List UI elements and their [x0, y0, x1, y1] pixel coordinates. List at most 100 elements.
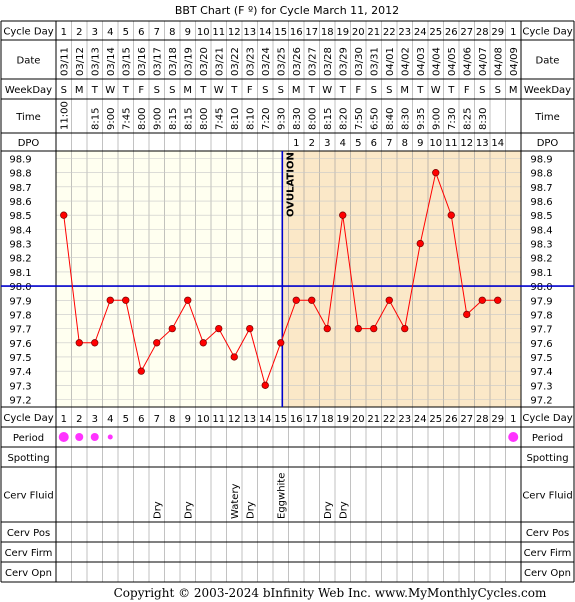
temperature-point — [137, 367, 145, 375]
y-tick-label-left: 97.6 — [9, 339, 31, 350]
date-label: 03/30 — [354, 47, 365, 76]
row-label-weekday: WeekDay — [5, 85, 52, 96]
y-tick-label-right: 97.5 — [530, 353, 552, 364]
cycle-day-label: 19 — [336, 27, 349, 38]
date-label: 03/19 — [183, 47, 194, 76]
cycle-day-label-bottom: 11 — [212, 414, 225, 425]
time-label: 8:00 — [307, 108, 318, 130]
cycle-day-label-bottom: 5 — [123, 414, 129, 425]
date-label: 03/25 — [276, 47, 287, 76]
weekday-label: M — [183, 85, 192, 96]
row-label-cerv-fluid: Cerv Fluid — [3, 491, 53, 502]
weekday-label: M — [400, 85, 409, 96]
cycle-day-label-bottom: 8 — [169, 414, 175, 425]
cycle-day-label: 11 — [212, 27, 225, 38]
copyright-footer: Copyright © 2003-2024 bInfinity Web Inc.… — [114, 586, 547, 600]
weekday-label: S — [61, 85, 67, 96]
date-label: 03/15 — [121, 47, 132, 76]
cycle-day-label: 13 — [243, 27, 256, 38]
temperature-point — [354, 324, 362, 333]
cycle-day-label-bottom: 15 — [274, 414, 287, 425]
temperature-point — [277, 339, 285, 347]
y-tick-label-right: 97.9 — [530, 296, 552, 307]
cycle-day-label-bottom: 1 — [61, 414, 67, 425]
temperature-point — [122, 296, 130, 304]
row-label-cycle-day: Cycle Day — [3, 27, 53, 38]
cycle-day-label-bottom: 12 — [228, 414, 241, 425]
cycle-day-label: 25 — [429, 27, 442, 38]
time-label: 8:00 — [137, 108, 148, 130]
dpo-label: 1 — [293, 138, 299, 149]
cerv-fluid-label: Dry — [245, 501, 256, 519]
row-label-cycle-day: Cycle Day — [3, 413, 53, 424]
dpo-label: 8 — [402, 138, 408, 149]
ovulation-label: OVULATION — [285, 152, 296, 217]
cycle-day-label: 24 — [414, 27, 427, 38]
temperature-point — [246, 324, 254, 333]
temperature-point — [168, 324, 176, 333]
cycle-day-label-bottom: 19 — [336, 414, 349, 425]
cycle-day-label: 27 — [460, 27, 473, 38]
cycle-day-label-bottom: 1 — [510, 414, 516, 425]
cycle-day-label: 28 — [476, 27, 489, 38]
row-label-cerv-pos: Cerv Pos — [7, 528, 50, 539]
row-label-right-period: Period — [532, 433, 563, 444]
cycle-day-label: 3 — [92, 27, 98, 38]
cycle-day-label: 6 — [138, 27, 144, 38]
y-tick-label-right: 97.3 — [530, 381, 552, 392]
weekday-label: T — [91, 85, 99, 96]
weekday-label: S — [495, 85, 501, 96]
row-label-right-dpo: DPO — [537, 138, 559, 149]
weekday-label: W — [322, 85, 332, 96]
cerv-fluid-label: Dry — [152, 501, 163, 519]
dpo-label: 11 — [445, 138, 458, 149]
dpo-label: 12 — [460, 138, 473, 149]
row-label-right-cerv-pos: Cerv Pos — [526, 528, 569, 539]
temperature-point — [478, 296, 486, 304]
weekday-label: S — [479, 85, 485, 96]
weekday-label: F — [355, 85, 361, 96]
row-label-cerv-opn: Cerv Opn — [5, 568, 52, 579]
cycle-day-label: 1 — [510, 27, 516, 38]
cycle-day-label-bottom: 24 — [414, 414, 427, 425]
weekday-label: S — [262, 85, 268, 96]
cycle-day-label-bottom: 17 — [305, 414, 318, 425]
y-tick-label-right: 98.3 — [530, 240, 552, 251]
date-label: 04/01 — [385, 47, 396, 76]
row-label-right-date: Date — [536, 56, 560, 67]
cycle-day-label: 1 — [61, 27, 67, 38]
time-label: 8:20 — [338, 108, 349, 130]
time-label: 9:00 — [106, 108, 117, 130]
weekday-label: F — [247, 85, 253, 96]
cycle-day-label-bottom: 3 — [92, 414, 98, 425]
cycle-day-label-bottom: 18 — [321, 414, 334, 425]
temperature-point — [230, 353, 238, 361]
time-label: 9:30 — [276, 108, 287, 130]
time-label: 8:40 — [385, 108, 396, 130]
date-label: 04/07 — [478, 47, 489, 76]
weekday-label: S — [371, 85, 377, 96]
time-label: 8:30 — [478, 108, 489, 130]
y-tick-label-right: 97.4 — [530, 367, 552, 378]
cycle-day-label: 8 — [169, 27, 175, 38]
weekday-label: S — [278, 85, 284, 96]
y-tick-label-left: 98.1 — [9, 268, 31, 279]
time-label: 6:50 — [369, 108, 380, 130]
dpo-label: 9 — [417, 138, 423, 149]
date-label: 03/21 — [214, 47, 225, 76]
cycle-day-label: 23 — [398, 27, 411, 38]
weekday-label: W — [105, 85, 115, 96]
date-label: 03/22 — [230, 47, 241, 76]
cycle-day-label-bottom: 14 — [259, 414, 272, 425]
time-label: 9:00 — [152, 108, 163, 130]
time-label: 8:00 — [199, 108, 210, 130]
temperature-point — [416, 239, 424, 248]
cycle-day-label-bottom: 29 — [491, 414, 504, 425]
temperature-point — [447, 211, 455, 219]
weekday-label: T — [308, 85, 316, 96]
time-label: 7:20 — [261, 108, 272, 130]
weekday-label: T — [230, 85, 238, 96]
time-label: 8:10 — [230, 108, 241, 130]
temperature-point — [432, 169, 440, 177]
